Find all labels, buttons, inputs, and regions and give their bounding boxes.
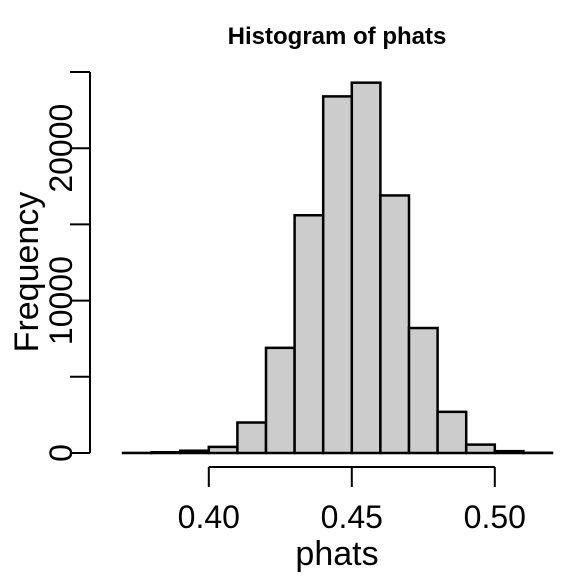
- histogram-bar-12: [464, 443, 497, 455]
- x-axis: 0.40 0.45 0.50: [178, 466, 526, 535]
- y-tick-label-2: 10000: [43, 256, 79, 345]
- histogram-bar-1: [150, 450, 182, 455]
- histogram-bar-3: [207, 445, 239, 455]
- x-tick-label-2: 0.50: [464, 499, 526, 535]
- y-axis-label: Frequency: [8, 192, 46, 353]
- histogram-bar-9: [379, 194, 411, 455]
- histogram-bar-2: [178, 449, 211, 455]
- histogram-bar-4: [236, 421, 268, 455]
- histogram-bar-7: [321, 95, 354, 455]
- x-tick-label-1: 0.45: [321, 499, 383, 535]
- chart-title: Histogram of phats: [228, 23, 447, 50]
- y-tick-label-4: 20000: [43, 104, 79, 193]
- histogram-bar-11: [436, 410, 468, 455]
- histogram-bar-10: [407, 326, 439, 455]
- histogram-bar-6: [293, 214, 325, 455]
- histogram-bar-8: [350, 81, 382, 455]
- y-tick-label-0: 0: [43, 444, 79, 462]
- histogram-bar-5: [264, 346, 296, 455]
- x-tick-label-0: 0.40: [178, 499, 240, 535]
- bars-group: [121, 81, 554, 455]
- x-axis-label: phats: [295, 535, 378, 573]
- histogram-bar-13: [493, 449, 525, 455]
- y-axis: 0 10000 20000: [43, 71, 91, 462]
